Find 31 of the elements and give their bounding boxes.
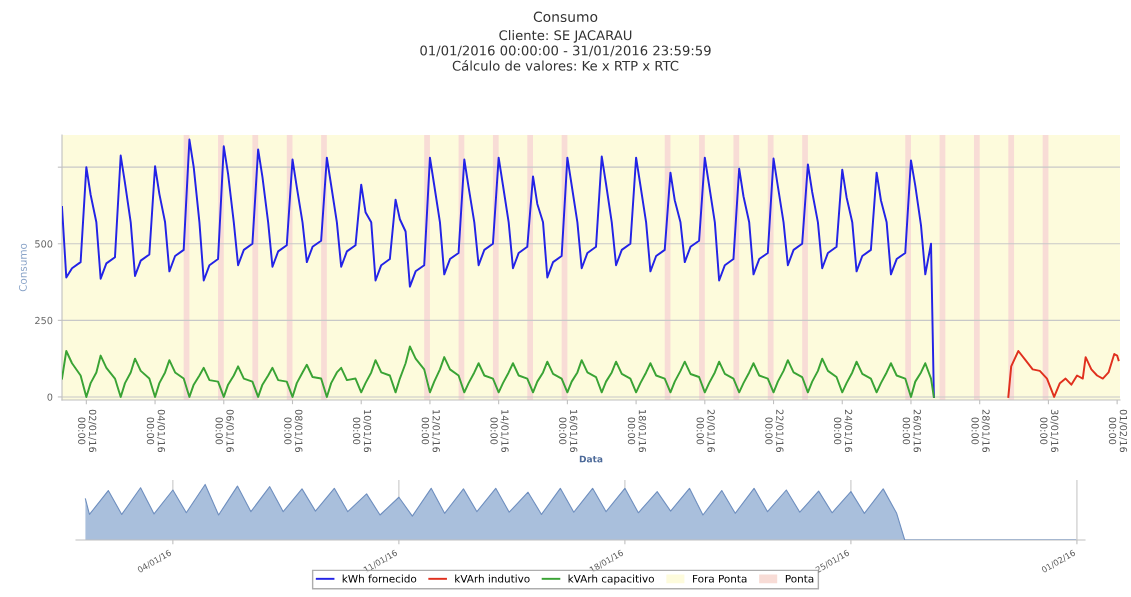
x-tick-label: 02/01/16 00:00 bbox=[78, 409, 97, 453]
line-series bbox=[62, 345, 935, 398]
x-tick-label: 30/01/16 00:00 bbox=[1040, 409, 1059, 453]
legend-label: Ponta bbox=[785, 574, 814, 583]
line-series bbox=[1007, 350, 1120, 398]
x-tick-label: 28/01/16 00:00 bbox=[971, 409, 990, 453]
x-axis-title: Data bbox=[579, 455, 603, 463]
x-tick-label: 12/01/16 00:00 bbox=[421, 410, 440, 453]
x-tick-label: 20/01/16 00:00 bbox=[696, 409, 715, 453]
legend-label: kVArh capacitivo bbox=[568, 574, 654, 585]
y-tick-label: 500 bbox=[35, 240, 53, 248]
chart-subtitle: Cliente: SE JACARAU 01/01/2016 00:00:00 - 31/01/2016 23:59:59 Cálculo de valores: Ke x RTP x RTC bbox=[420, 30, 711, 71]
x-tick-label: 18/01/16 00:00 bbox=[627, 410, 647, 453]
x-tick-label: 22/01/16 00:00 bbox=[765, 409, 784, 453]
legend-label: kVArh indutivo bbox=[455, 574, 530, 583]
x-tick-label: 26/01/16 00:00 bbox=[902, 409, 921, 453]
x-tick-label: 16/01/16 00:00 bbox=[559, 410, 578, 453]
x-tick-label: 14/01/16 00:00 bbox=[490, 410, 509, 453]
x-tick-label: 01/02/16 00:00 bbox=[1108, 409, 1128, 453]
x-tick-label: 06/01/16 00:00 bbox=[215, 409, 234, 453]
x-tick-label: 04/01/16 00:00 bbox=[146, 409, 166, 453]
x-tick-label: 08/01/16 00:00 bbox=[284, 409, 303, 453]
legend-label: kWh fornecido bbox=[342, 574, 417, 583]
x-tick-label: 24/01/16 00:00 bbox=[833, 409, 853, 453]
chart-title: Consumo bbox=[533, 11, 598, 23]
line-series bbox=[62, 138, 935, 398]
x-tick-label: 10/01/16 00:00 bbox=[352, 410, 372, 453]
y-tick-label: 250 bbox=[35, 316, 53, 325]
y-tick-label: 0 bbox=[47, 393, 53, 401]
legend-label: Fora Ponta bbox=[693, 574, 747, 583]
y-axis-title: Consumo bbox=[18, 243, 27, 292]
